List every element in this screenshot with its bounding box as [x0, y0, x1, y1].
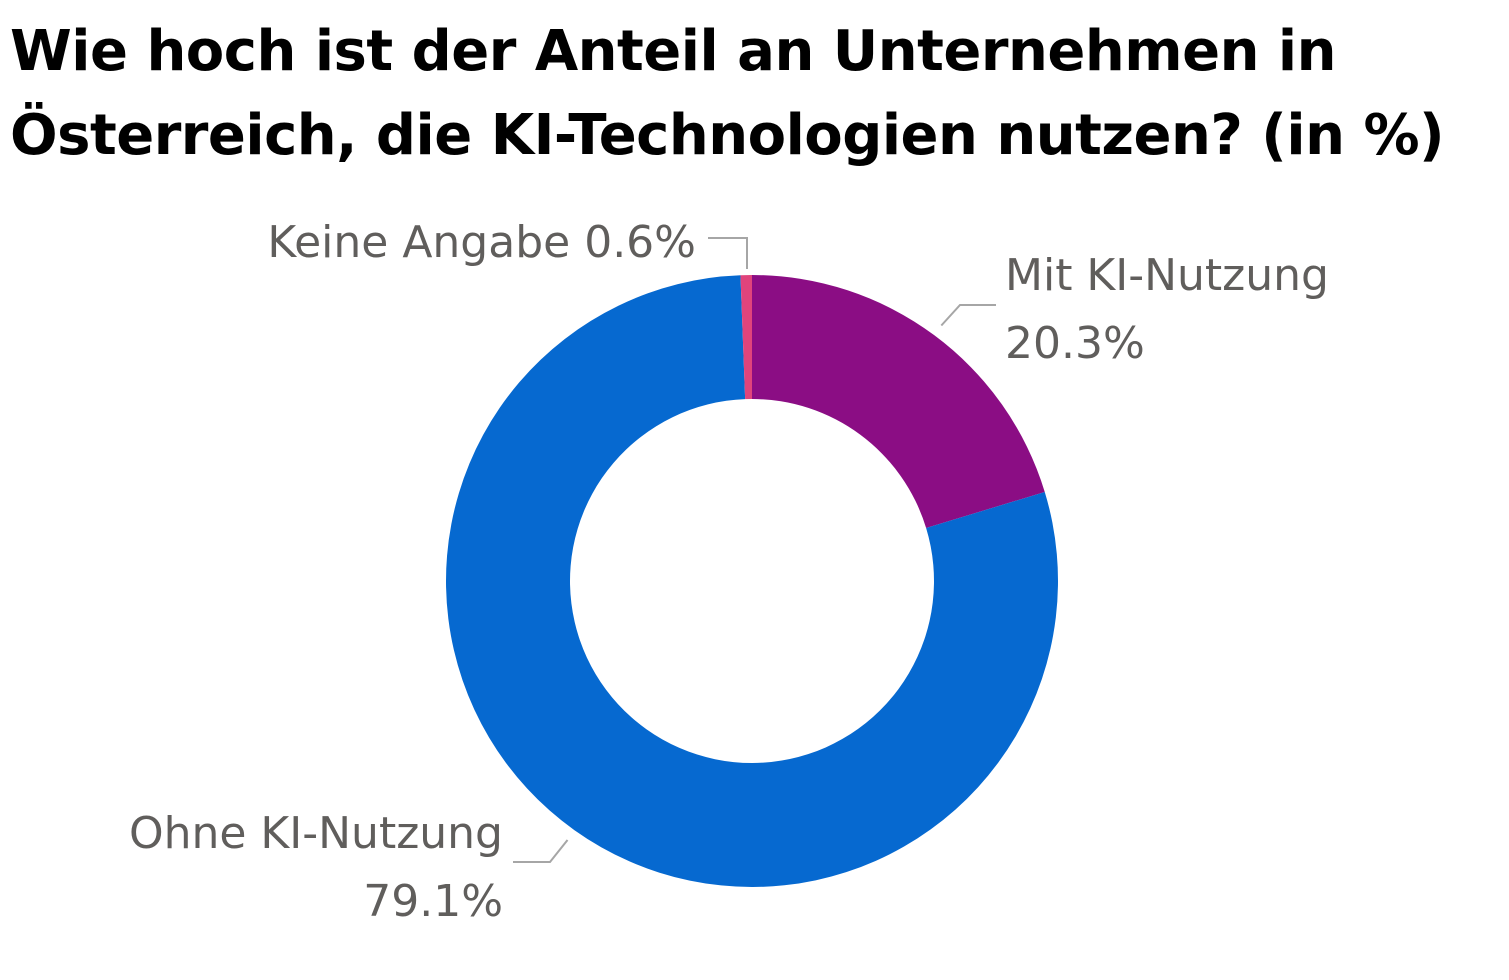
- chart-title-line-1: Wie hoch ist der Anteil an Unternehmen i…: [10, 19, 1337, 84]
- chart-title-line-2: Österreich, die KI-Technologien nutzen? …: [10, 103, 1445, 168]
- slice-label-keine-angabe-space: [570, 217, 584, 268]
- slice-label-ohne-ki-nutzung: Ohne KI-Nutzung: [129, 808, 503, 859]
- donut-slice-keine-angabe: [740, 275, 752, 400]
- chart-title: Wie hoch ist der Anteil an Unternehmen i…: [10, 10, 1490, 178]
- slice-value-ohne-ki-nutzung: 79.1%: [363, 876, 503, 927]
- leader-lines: [513, 237, 996, 863]
- slice-value-mit-ki-nutzung: 20.3%: [1005, 318, 1145, 369]
- leader-line-keine-angabe: [708, 237, 748, 270]
- slice-label-keine-angabe-name: Keine Angabe: [267, 217, 570, 268]
- leader-line-ohne-ki-nutzung: [513, 839, 569, 863]
- donut-slice-ohne-ki-nutzung: [446, 275, 1059, 888]
- slice-label-mit-ki-nutzung: Mit KI-Nutzung: [1005, 250, 1329, 301]
- slice-value-keine-angabe: 0.6%: [584, 217, 696, 268]
- slice-label-keine-angabe: Keine Angabe 0.6%: [267, 217, 696, 268]
- donut-slices: [446, 275, 1059, 888]
- donut-slice-mit-ki-nutzung: [752, 275, 1045, 529]
- leader-line-mit-ki-nutzung: [940, 304, 996, 327]
